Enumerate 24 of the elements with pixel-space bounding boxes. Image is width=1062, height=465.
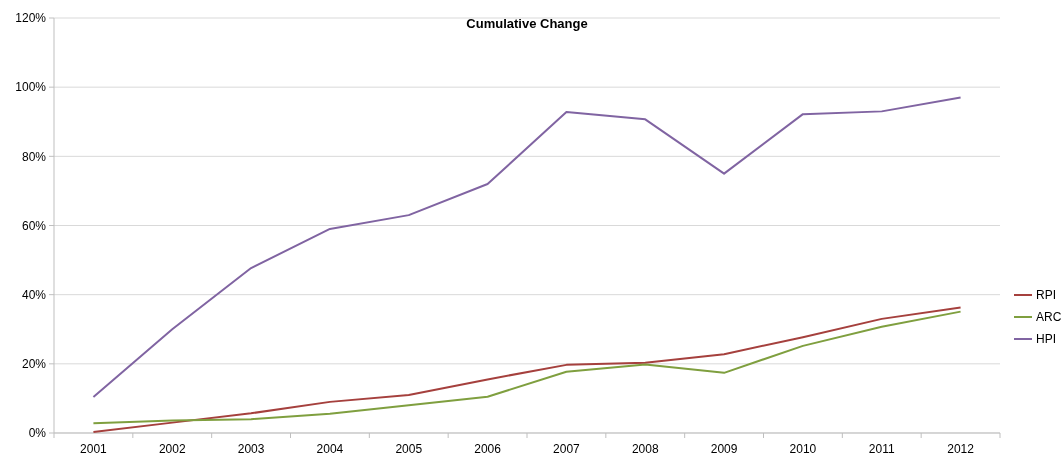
chart-title: Cumulative Change bbox=[466, 16, 588, 31]
x-tick-label: 2011 bbox=[868, 442, 895, 456]
y-tick-label: 0% bbox=[28, 426, 47, 441]
legend-label: ARC bbox=[1036, 310, 1062, 325]
y-tick-label: 100% bbox=[15, 80, 47, 95]
y-tick-label: 80% bbox=[21, 149, 47, 164]
x-tick-label: 2003 bbox=[237, 442, 265, 456]
x-tick-label: 2008 bbox=[631, 442, 659, 456]
legend-label: RPI bbox=[1036, 288, 1057, 303]
line-series bbox=[92, 96, 962, 399]
legend-label: HPI bbox=[1036, 332, 1057, 347]
y-tick-label: 120% bbox=[15, 11, 47, 26]
y-tick-label: 20% bbox=[21, 357, 47, 372]
x-tick-label: 2002 bbox=[158, 442, 186, 456]
x-tick-label: 2012 bbox=[947, 442, 975, 456]
x-tick-label: 2004 bbox=[316, 442, 344, 456]
x-tick-label: 2001 bbox=[80, 442, 108, 456]
x-tick-label: 2009 bbox=[710, 442, 738, 456]
x-tick-label: 2010 bbox=[789, 442, 817, 456]
x-tick-label: 2005 bbox=[395, 442, 423, 456]
x-tick-label: 2006 bbox=[474, 442, 502, 456]
y-tick-label: 60% bbox=[21, 218, 47, 233]
x-tick-label: 2007 bbox=[553, 442, 581, 456]
y-tick-label: 40% bbox=[21, 287, 47, 302]
